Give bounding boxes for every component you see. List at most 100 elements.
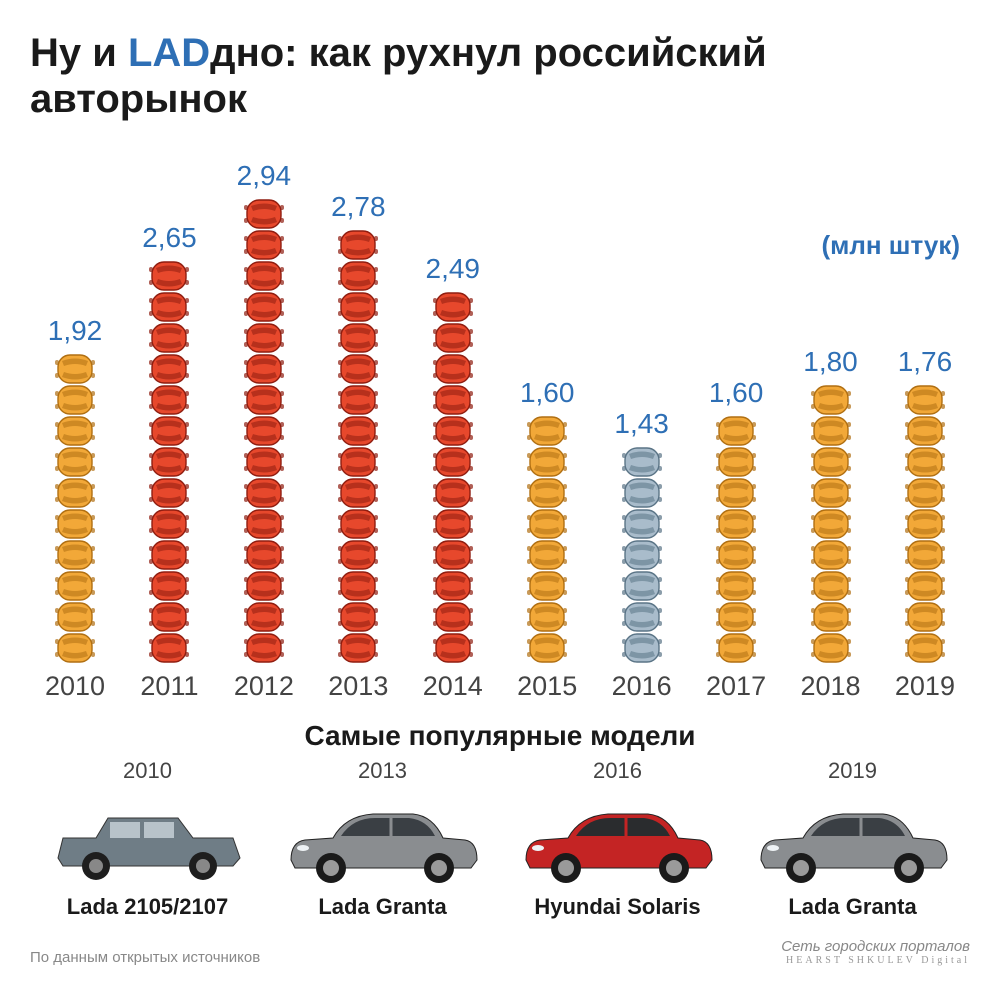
car-icon (713, 477, 759, 509)
car-icon (241, 601, 287, 633)
model-item: 2010 Lada 2105/2107 (38, 758, 258, 920)
model-year: 2013 (358, 758, 407, 784)
car-icon (808, 446, 854, 478)
car-icon (808, 508, 854, 540)
column-stack (430, 291, 476, 663)
car-icon (146, 415, 192, 447)
car-icon (241, 508, 287, 540)
car-icon (335, 384, 381, 416)
car-icon (241, 353, 287, 385)
title-accent: LAD (128, 31, 210, 75)
footer-source: По данным открытых источников (30, 949, 260, 966)
car-icon (713, 415, 759, 447)
car-icon (335, 446, 381, 478)
car-icon (524, 601, 570, 633)
car-icon (524, 570, 570, 602)
car-icon (146, 260, 192, 292)
model-year: 2010 (123, 758, 172, 784)
car-icon (146, 508, 192, 540)
car-icon (241, 632, 287, 664)
car-icon (808, 601, 854, 633)
model-name: Hyundai Solaris (534, 894, 700, 920)
column-value: 2,49 (426, 253, 481, 285)
car-icon (52, 570, 98, 602)
car-icon (335, 229, 381, 261)
model-name: Lada 2105/2107 (67, 894, 228, 920)
column-year: 2018 (800, 671, 860, 702)
page-title: Ну и LADдно: как рухнул российский автор… (30, 30, 970, 122)
car-icon (619, 539, 665, 571)
model-item: 2016 Hyundai Solaris (508, 758, 728, 920)
column-value: 2,78 (331, 191, 386, 223)
column-year: 2012 (234, 671, 294, 702)
car-icon (713, 601, 759, 633)
car-icon (241, 446, 287, 478)
car-icon (902, 632, 948, 664)
car-icon (52, 353, 98, 385)
footer-credit: Сеть городских порталов HEARST SHKULEV D… (781, 938, 970, 966)
car-icon (146, 322, 192, 354)
car-icon (146, 539, 192, 571)
column-year: 2019 (895, 671, 955, 702)
car-icon (430, 384, 476, 416)
car-icon (241, 229, 287, 261)
car-icon (524, 539, 570, 571)
car-icon (619, 601, 665, 633)
column-value: 1,43 (614, 408, 669, 440)
car-icon (241, 322, 287, 354)
car-icon (524, 415, 570, 447)
car-icon (619, 508, 665, 540)
car-icon (430, 539, 476, 571)
car-icon (146, 384, 192, 416)
car-icon (335, 415, 381, 447)
column-stack (52, 353, 98, 663)
car-icon (902, 415, 948, 447)
car-icon (902, 477, 948, 509)
model-item: 2013 Lada Granta (273, 758, 493, 920)
column-stack (241, 198, 287, 663)
column-year: 2013 (328, 671, 388, 702)
chart-column: 2,78 (313, 191, 403, 702)
car-icon (146, 353, 192, 385)
car-icon (713, 508, 759, 540)
car-icon (619, 477, 665, 509)
car-icon (524, 446, 570, 478)
models-title: Самые популярные модели (30, 720, 970, 752)
car-icon (902, 570, 948, 602)
car-icon (335, 601, 381, 633)
car-icon (524, 632, 570, 664)
chart-column: 2,49 (408, 253, 498, 702)
chart-column: 1,92 (30, 315, 120, 702)
car-icon (808, 477, 854, 509)
car-icon (430, 477, 476, 509)
car-icon (146, 477, 192, 509)
chart-column: 1,60 (502, 377, 592, 702)
car-icon (713, 446, 759, 478)
car-icon (430, 446, 476, 478)
car-icon (52, 477, 98, 509)
chart-column: 2,65 (124, 222, 214, 702)
title-pre: Ну и (30, 31, 128, 75)
car-icon (52, 601, 98, 633)
chart-column: 1,76 (880, 346, 970, 702)
column-year: 2010 (45, 671, 105, 702)
car-icon (335, 260, 381, 292)
column-stack (713, 415, 759, 663)
car-icon (808, 632, 854, 664)
car-icon (430, 415, 476, 447)
footer: По данным открытых источников Сеть город… (30, 938, 970, 966)
car-icon (52, 415, 98, 447)
car-icon (524, 477, 570, 509)
model-name: Lada Granta (788, 894, 916, 920)
car-icon (619, 446, 665, 478)
column-year: 2011 (140, 671, 198, 702)
car-icon (146, 446, 192, 478)
column-stack (146, 260, 192, 663)
car-icon (902, 601, 948, 633)
car-icon (808, 570, 854, 602)
car-icon (335, 632, 381, 664)
model-item: 2019 Lada Granta (743, 758, 963, 920)
car-icon (808, 415, 854, 447)
car-icon (335, 570, 381, 602)
car-icon (902, 384, 948, 416)
